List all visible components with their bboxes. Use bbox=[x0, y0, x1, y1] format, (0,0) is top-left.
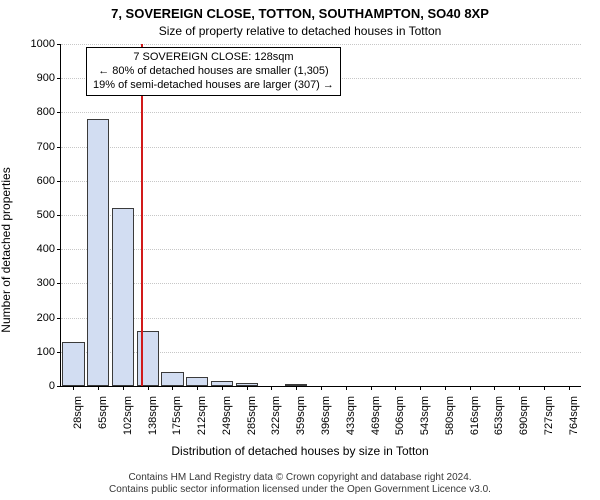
grid-line bbox=[61, 112, 581, 113]
histogram-bar bbox=[112, 208, 134, 386]
x-tick bbox=[470, 386, 471, 390]
x-tick bbox=[519, 386, 520, 390]
x-tick-label: 359sqm bbox=[295, 392, 307, 435]
y-tick-label: 0 bbox=[49, 380, 61, 392]
x-tick-label: 102sqm bbox=[122, 392, 134, 435]
x-tick-label: 249sqm bbox=[221, 392, 233, 435]
footer-line-2: Contains public sector information licen… bbox=[0, 484, 600, 496]
x-axis-label: Distribution of detached houses by size … bbox=[0, 444, 600, 458]
grid-line bbox=[61, 44, 581, 45]
info-box: 7 SOVEREIGN CLOSE: 128sqm← 80% of detach… bbox=[86, 47, 341, 96]
grid-line bbox=[61, 283, 581, 284]
x-tick bbox=[346, 386, 347, 390]
y-tick-label: 100 bbox=[37, 346, 61, 358]
x-tick-label: 396sqm bbox=[320, 392, 332, 435]
y-tick-label: 800 bbox=[37, 106, 61, 118]
x-tick bbox=[420, 386, 421, 390]
chart-subtitle: Size of property relative to detached ho… bbox=[0, 24, 600, 38]
y-tick-label: 400 bbox=[37, 243, 61, 255]
x-tick-label: 764sqm bbox=[568, 392, 580, 435]
x-tick bbox=[247, 386, 248, 390]
histogram-bar bbox=[186, 377, 208, 386]
x-tick bbox=[569, 386, 570, 390]
chart-footer: Contains HM Land Registry data © Crown c… bbox=[0, 472, 600, 496]
grid-line bbox=[61, 215, 581, 216]
grid-line bbox=[61, 249, 581, 250]
x-tick-label: 175sqm bbox=[171, 392, 183, 435]
x-tick bbox=[395, 386, 396, 390]
x-tick bbox=[222, 386, 223, 390]
histogram-bar bbox=[87, 119, 109, 386]
x-tick bbox=[296, 386, 297, 390]
x-tick bbox=[197, 386, 198, 390]
grid-line bbox=[61, 318, 581, 319]
x-tick bbox=[123, 386, 124, 390]
x-tick bbox=[98, 386, 99, 390]
x-tick-label: 580sqm bbox=[444, 392, 456, 435]
x-tick bbox=[172, 386, 173, 390]
y-tick-label: 500 bbox=[37, 209, 61, 221]
x-tick-label: 138sqm bbox=[147, 392, 159, 435]
x-tick bbox=[494, 386, 495, 390]
chart-title-address: 7, SOVEREIGN CLOSE, TOTTON, SOUTHAMPTON,… bbox=[0, 6, 600, 21]
x-tick bbox=[73, 386, 74, 390]
grid-line bbox=[61, 147, 581, 148]
x-tick-label: 65sqm bbox=[97, 392, 109, 429]
info-box-line: ← 80% of detached houses are smaller (1,… bbox=[93, 65, 334, 79]
x-tick bbox=[371, 386, 372, 390]
x-tick-label: 469sqm bbox=[370, 392, 382, 435]
x-tick-label: 285sqm bbox=[246, 392, 258, 435]
footer-line-1: Contains HM Land Registry data © Crown c… bbox=[0, 472, 600, 484]
x-tick bbox=[148, 386, 149, 390]
y-tick-label: 900 bbox=[37, 72, 61, 84]
x-tick-label: 616sqm bbox=[469, 392, 481, 435]
grid-line bbox=[61, 181, 581, 182]
histogram-bar bbox=[161, 372, 183, 386]
x-tick-label: 653sqm bbox=[493, 392, 505, 435]
y-tick-label: 600 bbox=[37, 175, 61, 187]
x-tick bbox=[321, 386, 322, 390]
info-box-line: 19% of semi-detached houses are larger (… bbox=[93, 79, 334, 93]
x-tick-label: 690sqm bbox=[518, 392, 530, 435]
y-tick-label: 200 bbox=[37, 312, 61, 324]
x-tick-label: 506sqm bbox=[394, 392, 406, 435]
chart-container: { "title_line1": "7, SOVEREIGN CLOSE, TO… bbox=[0, 0, 600, 500]
y-tick-label: 300 bbox=[37, 277, 61, 289]
x-tick bbox=[445, 386, 446, 390]
y-axis-label: Number of detached properties bbox=[0, 167, 13, 332]
x-tick bbox=[271, 386, 272, 390]
x-tick-label: 433sqm bbox=[345, 392, 357, 435]
x-tick-label: 28sqm bbox=[72, 392, 84, 429]
x-tick-label: 322sqm bbox=[270, 392, 282, 435]
info-box-line: 7 SOVEREIGN CLOSE: 128sqm bbox=[93, 51, 334, 65]
x-tick-label: 212sqm bbox=[196, 392, 208, 435]
histogram-bar bbox=[62, 342, 84, 386]
x-tick bbox=[544, 386, 545, 390]
x-tick-label: 727sqm bbox=[543, 392, 555, 435]
y-tick-label: 1000 bbox=[31, 38, 61, 50]
y-tick-label: 700 bbox=[37, 141, 61, 153]
x-tick-label: 543sqm bbox=[419, 392, 431, 435]
